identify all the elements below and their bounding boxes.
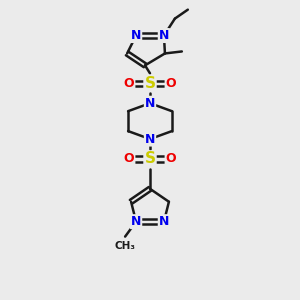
- Text: S: S: [145, 152, 155, 166]
- Text: O: O: [166, 152, 176, 166]
- Text: S: S: [145, 76, 155, 91]
- Text: N: N: [131, 29, 141, 42]
- Text: O: O: [124, 152, 134, 166]
- Text: N: N: [145, 133, 155, 146]
- Text: N: N: [145, 97, 155, 110]
- Text: N: N: [159, 215, 169, 228]
- Text: CH₃: CH₃: [115, 241, 136, 250]
- Text: N: N: [159, 29, 169, 42]
- Text: N: N: [131, 215, 141, 228]
- Text: O: O: [124, 77, 134, 90]
- Text: O: O: [166, 77, 176, 90]
